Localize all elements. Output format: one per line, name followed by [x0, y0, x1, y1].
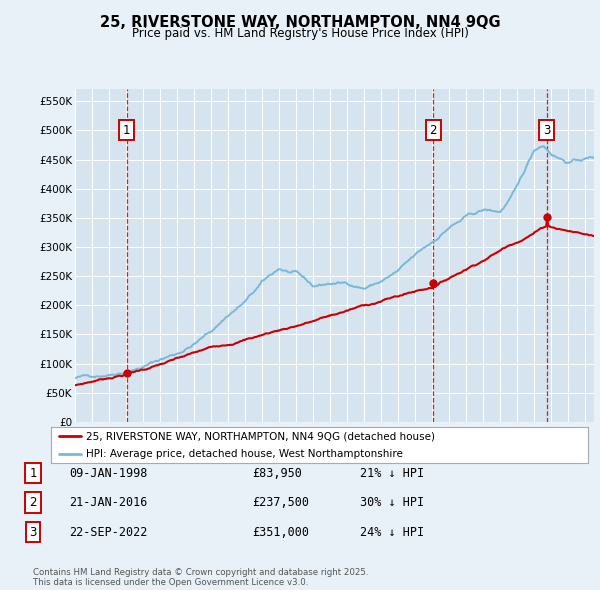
Text: 09-JAN-1998: 09-JAN-1998	[69, 467, 148, 480]
Text: 30% ↓ HPI: 30% ↓ HPI	[360, 496, 424, 509]
Text: £83,950: £83,950	[252, 467, 302, 480]
Text: £351,000: £351,000	[252, 526, 309, 539]
Text: HPI: Average price, detached house, West Northamptonshire: HPI: Average price, detached house, West…	[86, 449, 403, 459]
Text: Price paid vs. HM Land Registry's House Price Index (HPI): Price paid vs. HM Land Registry's House …	[131, 27, 469, 40]
Text: 25, RIVERSTONE WAY, NORTHAMPTON, NN4 9QG: 25, RIVERSTONE WAY, NORTHAMPTON, NN4 9QG	[100, 15, 500, 30]
Text: 3: 3	[543, 124, 551, 137]
Text: 21% ↓ HPI: 21% ↓ HPI	[360, 467, 424, 480]
Text: 2: 2	[430, 124, 437, 137]
Text: 25, RIVERSTONE WAY, NORTHAMPTON, NN4 9QG (detached house): 25, RIVERSTONE WAY, NORTHAMPTON, NN4 9QG…	[86, 431, 435, 441]
Text: 24% ↓ HPI: 24% ↓ HPI	[360, 526, 424, 539]
Text: 1: 1	[29, 467, 37, 480]
Text: 1: 1	[123, 124, 131, 137]
Text: 3: 3	[29, 526, 37, 539]
Text: £237,500: £237,500	[252, 496, 309, 509]
Text: Contains HM Land Registry data © Crown copyright and database right 2025.
This d: Contains HM Land Registry data © Crown c…	[33, 568, 368, 587]
Text: 2: 2	[29, 496, 37, 509]
Text: 21-JAN-2016: 21-JAN-2016	[69, 496, 148, 509]
Text: 22-SEP-2022: 22-SEP-2022	[69, 526, 148, 539]
